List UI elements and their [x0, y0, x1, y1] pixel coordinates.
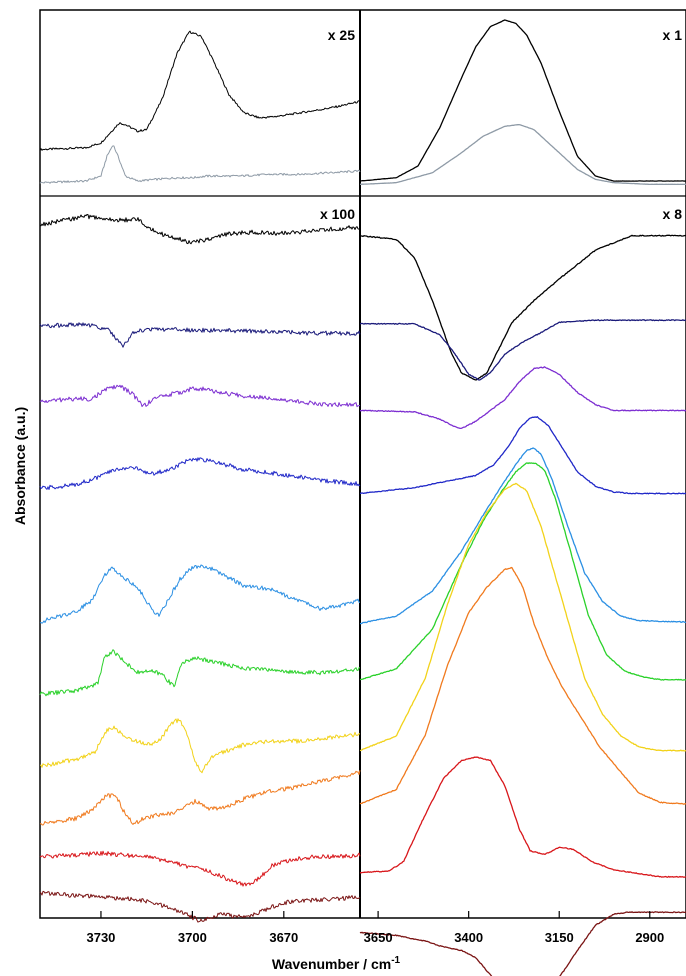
bottom-right-x-tick-label-1: 3400	[454, 930, 483, 945]
bottom-right-series-4	[359, 447, 686, 625]
bottom-left-series-0	[39, 214, 361, 245]
x-axis-title-main: Wavenumber / cm	[272, 956, 391, 972]
bottom-left-series-3	[39, 457, 361, 490]
tick-layer: 3730 3700 3670 3650 3400 3150 2900	[86, 911, 664, 945]
bottom-left-series-2	[39, 384, 361, 408]
x-axis-title: Wavenumber / cm-1	[272, 955, 401, 972]
bottom-left-series-5	[39, 649, 360, 697]
plot-frame	[39, 9, 686, 919]
top-right-series-0	[359, 19, 686, 182]
top-left-series-0	[39, 30, 360, 151]
y-axis-title: Absorbance (a.u.)	[12, 407, 28, 525]
bottom-left-series-4	[39, 564, 360, 624]
bottom-right-series-3	[359, 416, 686, 495]
bottom-left-series-6	[39, 718, 361, 774]
bottom-right-series-1	[359, 319, 686, 381]
bottom-left-x-tick-label-1: 3700	[178, 930, 207, 945]
bottom-right-x-tick-label-0: 3650	[364, 930, 393, 945]
scale-label-top-right: x 1	[663, 27, 683, 43]
top-left-series-1	[39, 145, 361, 184]
bottom-right-series-0	[359, 234, 686, 381]
scale-label-bottom-left: x 100	[320, 206, 355, 222]
bottom-right-series-7	[359, 566, 686, 805]
scale-label-bottom-right: x 8	[663, 206, 683, 222]
bottom-right-x-tick-label-2: 3150	[545, 930, 574, 945]
bottom-left-series-1	[39, 322, 361, 348]
top-right-series-1	[360, 123, 686, 186]
bottom-left-series-8	[39, 850, 361, 887]
scale-label-top-left: x 25	[328, 27, 355, 43]
bottom-right-series-2	[360, 366, 686, 430]
series-layer	[39, 19, 686, 976]
bottom-left-series-9	[39, 890, 361, 923]
bottom-left-x-tick-label-2: 3670	[269, 930, 298, 945]
bottom-right-series-9	[359, 911, 686, 976]
bottom-right-series-5	[359, 462, 686, 681]
bottom-left-x-tick-label-0: 3730	[86, 930, 115, 945]
bottom-right-x-tick-label-3: 2900	[635, 930, 664, 945]
x-axis-title-superscript: -1	[391, 955, 400, 966]
bottom-right-series-6	[359, 482, 686, 752]
bottom-right-series-8	[359, 756, 686, 878]
bottom-left-series-7	[39, 770, 361, 826]
